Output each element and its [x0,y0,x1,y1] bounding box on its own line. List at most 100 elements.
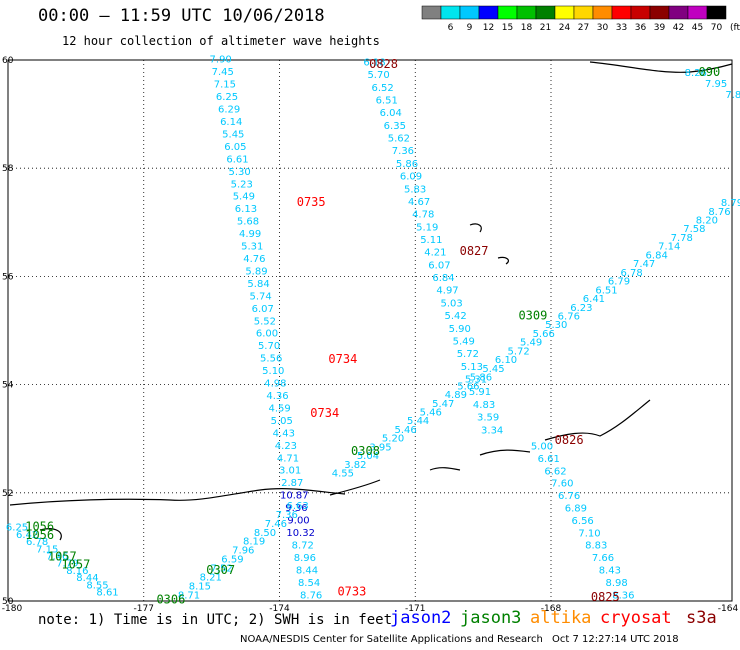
wave-height-label: 4.36 [266,391,288,402]
wave-height-label: 6.51 [376,95,398,106]
wave-height-label: 5.91 [469,387,491,398]
wave-height-label: 7.46 [265,519,287,530]
pass-time-label: 0733 [337,585,366,599]
wave-height-label: 3.34 [481,425,503,436]
wave-height-label: 5.86 [470,373,492,384]
wave-height-label: 3.01 [279,466,301,477]
wave-height-label: 6.84 [646,250,668,261]
wave-height-label: 9.36 [285,503,307,514]
pass-time-label: 090 [699,65,721,79]
wave-height-label: 4.23 [275,441,297,452]
wave-height-label: 8.79 [721,198,740,209]
coastline [469,223,482,233]
wave-height-label: 5.49 [520,338,542,349]
wave-height-label: 9.00 [287,516,309,527]
wave-height-label: 7.10 [578,528,600,539]
wave-height-label: 6.25 [6,523,28,534]
wave-height-label: 7.88 [725,90,740,101]
colorbar-tick-label: 21 [540,23,551,33]
latitude-tick-label: 60 [2,56,14,66]
wave-height-label: 5.11 [420,235,442,246]
wave-height-label: 5.74 [250,291,272,302]
wave-height-label: 5.31 [465,375,487,386]
coastline [9,488,346,506]
wave-height-label: 5.72 [507,346,529,357]
wave-height-label: 4.98 [264,379,286,390]
wave-height-label: 5.20 [382,434,404,445]
wave-height-label: 7.52 [210,564,232,575]
wave-height-label: 6.18 [363,57,385,68]
coastline [479,449,531,456]
wave-height-colorbar: 6 9 12 15 18 21 24 27 30 33 36 39 42 45 70 (ft) [421,5,740,33]
wave-height-label: 5.05 [271,416,293,427]
wave-height-label: 7.15 [36,544,58,555]
wave-height-label: 5.45 [222,129,244,140]
wave-height-label: 3.82 [344,460,366,471]
wave-height-label: 7.47 [633,259,655,270]
wave-height-label: 6.89 [565,504,587,515]
wave-height-label: 4.83 [473,400,495,411]
wave-height-label: 5.31 [241,242,263,253]
colorbar-tick-label: 27 [578,23,589,33]
latitude-tick-label: 56 [2,272,14,282]
wave-height-label: 5.68 [237,217,259,228]
wave-height-label: 3.95 [369,442,391,453]
wave-height-label: 6.23 [570,303,592,314]
wave-height-label: 4.55 [332,469,354,480]
latitude-tick-label: 54 [2,381,14,391]
wave-height-label: 8.71 [178,590,200,601]
wave-height-label: 4.59 [268,403,290,414]
wave-height-label: 5.66 [457,381,479,392]
wave-height-label: 6.56 [572,516,594,527]
wave-height-label: 8.26 [685,68,707,79]
pass-time-label: 1057 [61,558,90,572]
colorbar-tick-label: 39 [654,23,666,33]
colorbar-tick-label: 33 [616,23,627,33]
map-subtitle: 12 hour collection of altimeter wave hei… [62,34,380,48]
wave-height-label: 4.78 [412,210,434,221]
footnote: note: 1) Time is in UTC; 2) SWH is in fe… [38,612,393,628]
longitude-tick-label: -180 [2,604,23,614]
wave-height-label: 6.10 [495,355,517,366]
wave-height-label: 5.90 [449,324,471,335]
graticule [7,59,733,602]
coastline [497,256,509,265]
wave-height-label: 5.04 [357,451,379,462]
track-jason3-0307: 6.637.367.468.508.197.966.597.528.218.15… [178,501,309,601]
wave-height-label: 6.61 [538,454,560,465]
wave-height-label: 6.51 [595,285,617,296]
wave-height-label: 7.96 [232,546,254,557]
satellite-legend-altika: altika [530,608,592,628]
wave-height-label: 8.43 [599,565,621,576]
colorbar-tick-label: 70 [711,23,723,33]
wave-height-label: 6.35 [384,121,406,132]
wave-height-label: 5.19 [416,222,438,233]
wave-height-label: 7.60 [551,479,573,490]
coastline [429,467,461,471]
wave-height-label: 8.76 [708,207,730,218]
wave-height-label: 8.54 [298,578,320,589]
coastline-layer [9,61,733,541]
track-cryosat-0827: 8.267.957.88 [685,68,740,101]
wave-height-label: 5.03 [440,298,462,309]
wave-height-label: 4.99 [239,229,261,240]
wave-height-label: 8.98 [605,578,627,589]
wave-height-label: 6.59 [221,555,243,566]
wave-height-label: 8.61 [96,588,118,599]
wave-height-label: 6.14 [220,117,242,128]
wave-height-label: 5.84 [247,279,269,290]
wave-height-label: 6.25 [216,92,238,103]
latitude-tick-label: 50 [2,597,14,607]
pass-time-label: 0828 [369,57,398,71]
colorbar-swatch [706,5,727,20]
wave-height-label: 5.56 [260,354,282,365]
wave-height-label: 8.36 [612,590,634,601]
wave-height-label: 5.89 [245,266,267,277]
wave-height-label: 5.47 [432,399,454,410]
wave-height-label: 5.72 [457,349,479,360]
track-jason3-1056: 6.256.426.787.157.467.798.168.448.558.61 [6,523,119,599]
pass-time-label: 1056 [25,520,54,534]
wave-height-label: 4.97 [436,286,458,297]
wave-height-label: 6.79 [608,277,630,288]
